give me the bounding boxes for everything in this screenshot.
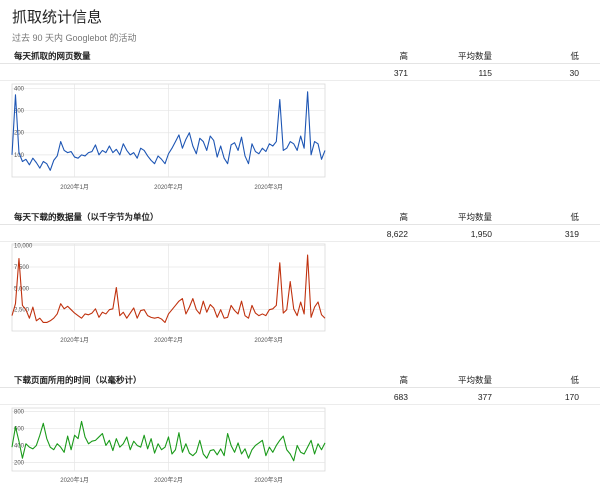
y-tick-label: 400 xyxy=(14,86,25,92)
x-tick-label: 2020年3月 xyxy=(254,476,283,484)
stat-high: 8,622 xyxy=(386,229,408,239)
crawl-pages-chart[interactable]: 400 300 200 100 2020年1月 2020年2月 2020年3月 xyxy=(0,77,330,217)
y-tick-label: 5,000 xyxy=(14,286,30,292)
y-tick-label: 100 xyxy=(14,153,25,159)
column-high[interactable]: 高 xyxy=(399,51,408,61)
section-header: 下载页面所用的时间（以毫秒计） 高 平均数量 低 xyxy=(0,373,600,388)
section-title: 每天抓取的网页数量 xyxy=(14,51,91,61)
x-tick-label: 2020年2月 xyxy=(154,336,183,344)
stats-row: 683 377 170 xyxy=(0,390,600,405)
column-low[interactable]: 低 xyxy=(570,375,579,385)
stat-high: 371 xyxy=(393,68,408,78)
column-avg[interactable]: 平均数量 xyxy=(457,375,492,385)
y-tick-label: 200 xyxy=(14,131,25,137)
stat-avg: 1,950 xyxy=(470,229,492,239)
section-title: 下载页面所用的时间（以毫秒计） xyxy=(14,375,142,385)
y-tick-label: 800 xyxy=(14,409,25,415)
series-line[interactable] xyxy=(11,254,326,324)
x-tick-label: 2020年1月 xyxy=(60,476,89,484)
stat-low: 170 xyxy=(564,392,579,402)
series-line[interactable] xyxy=(11,91,326,171)
x-tick-label: 2020年3月 xyxy=(254,336,283,344)
stats-row: 371 115 30 xyxy=(0,66,600,81)
download-size-chart[interactable]: 10,000 7,500 5,000 2,500 2020年1月 2020年2月 2020年… xyxy=(0,238,330,368)
stats-row: 8,622 1,950 319 xyxy=(0,227,600,242)
x-tick-label: 2020年3月 xyxy=(254,183,283,191)
y-tick-label: 2,500 xyxy=(14,308,30,314)
y-tick-label: 300 xyxy=(14,109,25,115)
column-low[interactable]: 低 xyxy=(570,212,579,222)
page-title: 抓取统计信息 xyxy=(12,9,103,26)
series-line[interactable] xyxy=(11,420,326,462)
x-tick-label: 2020年1月 xyxy=(60,183,89,191)
stat-high: 683 xyxy=(393,392,408,402)
section-header: 每天抓取的网页数量 高 平均数量 低 xyxy=(0,49,600,64)
y-tick-label: 7,500 xyxy=(14,265,30,271)
stat-avg: 115 xyxy=(478,68,492,78)
section-header: 每天下载的数据量（以千字节为单位） 高 平均数量 低 xyxy=(0,210,600,225)
column-avg[interactable]: 平均数量 xyxy=(457,51,492,61)
section-title: 每天下载的数据量（以千字节为单位） xyxy=(14,212,159,222)
column-high[interactable]: 高 xyxy=(399,375,408,385)
stat-low: 319 xyxy=(564,229,579,239)
x-tick-label: 2020年1月 xyxy=(60,336,89,344)
stat-avg: 377 xyxy=(477,392,492,402)
y-tick-label: 600 xyxy=(14,426,25,432)
column-high[interactable]: 高 xyxy=(399,212,408,222)
download-time-chart[interactable]: 800 600 400 200 2020年1月 2020年2月 2020年3月 xyxy=(0,401,330,501)
y-tick-label: 400 xyxy=(14,443,25,449)
column-low[interactable]: 低 xyxy=(570,51,579,61)
x-tick-label: 2020年2月 xyxy=(154,476,183,484)
y-tick-label: 10,000 xyxy=(14,244,33,250)
stat-low: 30 xyxy=(569,68,579,78)
column-avg[interactable]: 平均数量 xyxy=(457,212,492,222)
x-tick-label: 2020年2月 xyxy=(154,183,183,191)
page-subtitle: 过去 90 天内 Googlebot 的活动 xyxy=(12,33,137,43)
y-tick-label: 200 xyxy=(14,460,25,466)
